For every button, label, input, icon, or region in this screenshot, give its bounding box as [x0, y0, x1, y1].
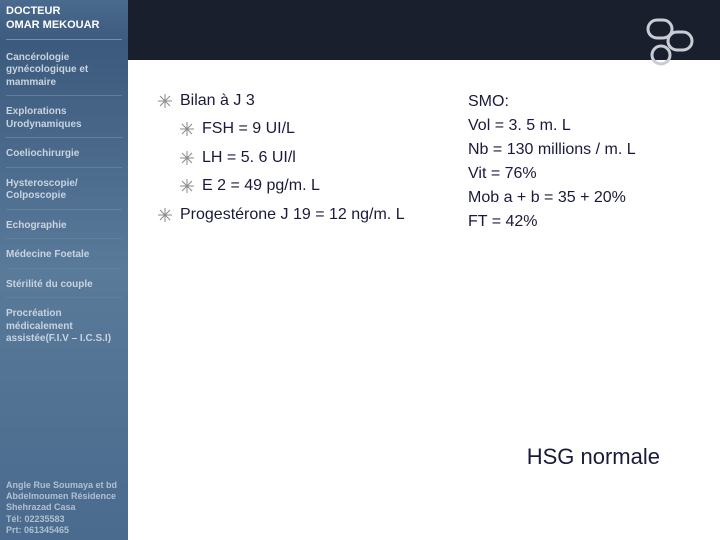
main-area: Bilan à J 3 FSH = 9 UI/L LH = 5. 6 UI/l …	[128, 0, 720, 540]
corner-logo-icon	[642, 18, 702, 68]
bullet-icon	[180, 122, 194, 136]
smo-column: SMO: Vol = 3. 5 m. L Nb = 130 millions /…	[458, 90, 700, 234]
bilan-value: FSH = 9 UI/L	[202, 118, 295, 140]
smo-line: Mob a + b = 35 + 20%	[468, 186, 700, 210]
doctor-line1: DOCTEUR	[6, 5, 60, 17]
prog-row: Progestérone J 19 = 12 ng/m. L	[158, 204, 458, 226]
address: Angle Rue Soumaya et bd Abdelmoumen Rési…	[6, 480, 122, 536]
spec-item: Coeliochirurgie	[6, 148, 122, 168]
bilan-title: Bilan à J 3	[180, 90, 255, 112]
bilan-item: LH = 5. 6 UI/l	[180, 147, 458, 169]
sidebar: DOCTEUR OMAR MEKOUAR Cancérologie gynéco…	[0, 0, 128, 540]
spec-item: Explorations Urodynamiques	[6, 106, 122, 138]
spec-item: Echographie	[6, 220, 122, 240]
spec-item: Procréation médicalement assistée(F.I.V …	[6, 308, 122, 352]
bilan-item: E 2 = 49 pg/m. L	[180, 175, 458, 197]
doctor-name: DOCTEUR OMAR MEKOUAR	[6, 4, 122, 40]
spec-item: Stérilité du couple	[6, 279, 122, 299]
spec-item: Cancérologie gynécologique et mammaire	[6, 52, 122, 97]
bullet-icon	[158, 208, 172, 222]
smo-title: SMO:	[468, 90, 700, 114]
smo-line: Vit = 76%	[468, 162, 700, 186]
smo-line: Vol = 3. 5 m. L	[468, 114, 700, 138]
smo-line: Nb = 130 millions / m. L	[468, 138, 700, 162]
spec-item: Hysteroscopie/ Colposcopie	[6, 178, 122, 210]
doctor-line2: OMAR MEKOUAR	[6, 19, 100, 31]
bilan-column: Bilan à J 3 FSH = 9 UI/L LH = 5. 6 UI/l …	[158, 90, 458, 234]
hsg-text: HSG normale	[527, 444, 660, 470]
bullet-icon	[180, 179, 194, 193]
bilan-title-row: Bilan à J 3	[158, 90, 458, 112]
bullet-icon	[180, 151, 194, 165]
content: Bilan à J 3 FSH = 9 UI/L LH = 5. 6 UI/l …	[128, 60, 720, 234]
bullet-icon	[158, 94, 172, 108]
spec-item: Médecine Foetale	[6, 249, 122, 269]
top-bar	[128, 0, 720, 60]
bilan-item: FSH = 9 UI/L	[180, 118, 458, 140]
bilan-value: LH = 5. 6 UI/l	[202, 147, 296, 169]
smo-line: FT = 42%	[468, 210, 700, 234]
bilan-value: E 2 = 49 pg/m. L	[202, 175, 320, 197]
prog-value: Progestérone J 19 = 12 ng/m. L	[180, 204, 405, 226]
